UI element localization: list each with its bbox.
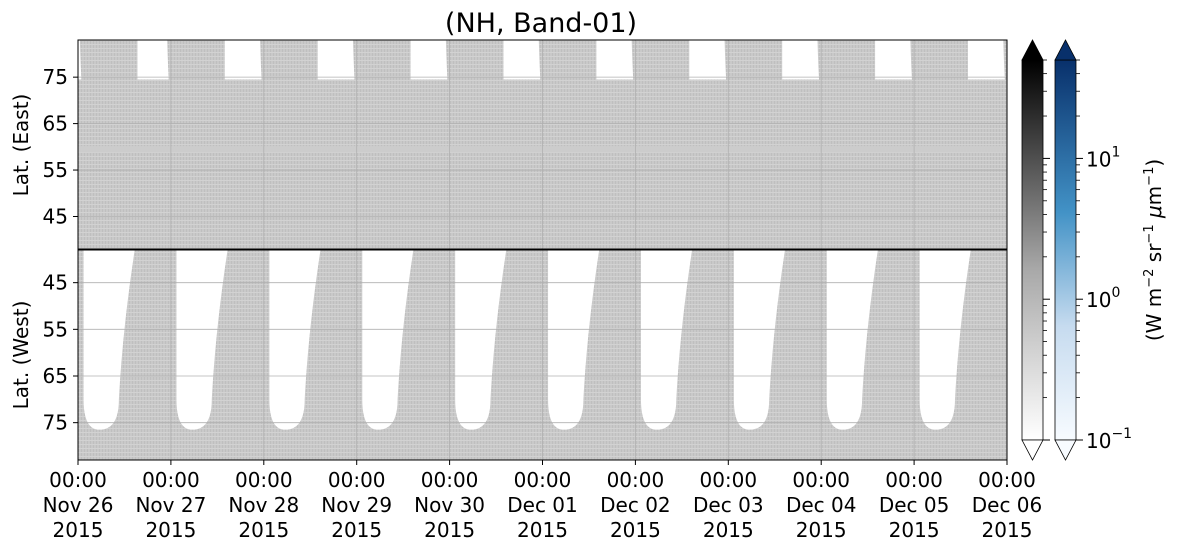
ytick-label: 75 xyxy=(43,65,68,89)
night-gap-west xyxy=(83,250,135,430)
ylabel-west: Lat. (West) xyxy=(9,301,33,410)
night-gap-west xyxy=(826,250,878,430)
swath-east-day xyxy=(910,40,968,165)
xtick-label: 00:00 Nov 29 2015 xyxy=(321,468,392,542)
colorbar-gray xyxy=(1021,39,1044,461)
ylabel-east: Lat. (East) xyxy=(9,94,33,197)
night-gap-west xyxy=(733,250,785,430)
night-gap-west xyxy=(455,250,507,430)
swath-east-day xyxy=(445,40,504,165)
ytick-label: 45 xyxy=(43,271,68,295)
xtick-label: 00:00 Dec 02 2015 xyxy=(600,468,671,542)
night-gap-west xyxy=(640,250,693,430)
swath-east-day xyxy=(260,40,318,165)
night-gap-west xyxy=(362,250,414,430)
xtick-label: 00:00 Dec 06 2015 xyxy=(972,468,1043,542)
night-gap-west xyxy=(919,250,971,430)
colorbar-blue xyxy=(1054,39,1077,461)
colorbar-gray-extend-max xyxy=(1021,39,1044,61)
panel-west: 75 65 55 45 Lat. (West) xyxy=(9,249,1008,461)
ytick-label: 65 xyxy=(43,112,68,136)
x-axis: 00:00 Nov 26 2015 00:00 Nov 27 2015 00:00 Nov 2… xyxy=(43,460,1043,542)
colorbar-gray-extend-min xyxy=(1021,439,1044,461)
xtick-label: 00:00 Dec 05 2015 xyxy=(879,468,950,542)
ytick-label: 45 xyxy=(43,204,68,228)
colorbar-blue-extend-max xyxy=(1054,39,1077,61)
swath-east-day xyxy=(538,40,597,165)
swath-east-day xyxy=(631,40,690,165)
swath-east-day xyxy=(1003,40,1007,111)
ytick-label: 55 xyxy=(43,317,68,341)
ytick-label: 75 xyxy=(43,411,68,435)
xtick-label: 00:00 Nov 27 2015 xyxy=(135,468,206,542)
panel-east-frame xyxy=(77,39,1008,250)
colorbar-label: (W m−2 sr−1 μm−1) xyxy=(1142,159,1166,341)
swath-east-day xyxy=(352,40,411,165)
colorbar-blue-extend-min xyxy=(1054,439,1077,461)
cbar-tick-label: 10−1 xyxy=(1086,426,1132,453)
night-gap-west xyxy=(548,250,600,430)
ytick-label: 65 xyxy=(43,364,68,388)
xtick-label: 00:00 Nov 30 2015 xyxy=(414,468,485,542)
cbar-tick-label: 101 xyxy=(1086,144,1120,171)
xtick-label: 00:00 Nov 28 2015 xyxy=(228,468,299,542)
night-gap-west xyxy=(176,250,228,430)
swath-east-day xyxy=(817,40,876,165)
swath-east-day xyxy=(79,40,138,165)
colorbar-ticks: 10−1 100 101 xyxy=(1043,59,1132,453)
ytick-label: 55 xyxy=(43,158,68,182)
panel-east: 45 55 65 75 Lat. (East) xyxy=(9,39,1008,250)
swath-east-day xyxy=(167,40,225,165)
cbar-tick-label: 100 xyxy=(1086,285,1120,312)
xtick-label: 00:00 Dec 03 2015 xyxy=(693,468,764,542)
chart-title: (NH, Band-01) xyxy=(445,8,637,39)
xtick-label: 00:00 Dec 04 2015 xyxy=(786,468,857,542)
xtick-label: 00:00 Nov 26 2015 xyxy=(43,468,114,542)
xtick-label: 00:00 Dec 01 2015 xyxy=(507,468,578,542)
night-gap-west xyxy=(269,250,321,430)
swath-east-day xyxy=(724,40,783,165)
